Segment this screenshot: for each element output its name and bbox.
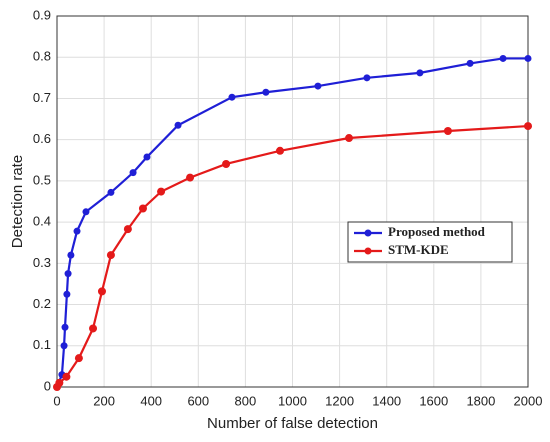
data-point xyxy=(97,287,106,296)
data-point xyxy=(524,122,532,131)
y-tick-label: 0.5 xyxy=(33,172,51,187)
x-axis-label: Number of false detection xyxy=(207,415,378,432)
data-point xyxy=(64,270,72,278)
y-axis-label: Detection rate xyxy=(9,155,26,248)
series-line xyxy=(56,124,529,388)
data-point xyxy=(60,342,68,350)
data-point xyxy=(129,169,137,177)
x-tick-label: 0 xyxy=(53,393,60,408)
data-point xyxy=(62,372,71,381)
data-point xyxy=(186,173,195,182)
y-tick-label: 0.2 xyxy=(33,296,51,311)
x-tick-label: 200 xyxy=(93,393,115,408)
data-point xyxy=(73,227,81,235)
data-point xyxy=(314,82,322,90)
x-tick-label: 600 xyxy=(187,393,209,408)
data-point xyxy=(466,59,474,67)
legend-label: Proposed method xyxy=(388,224,486,239)
data-point xyxy=(138,204,147,213)
data-point xyxy=(416,69,424,77)
data-point xyxy=(228,93,236,101)
plot-frame xyxy=(56,15,529,388)
y-tick-label: 0.6 xyxy=(33,131,51,146)
data-point xyxy=(89,324,98,333)
data-point xyxy=(524,54,532,62)
y-tick-label: 0.9 xyxy=(33,7,51,22)
x-tick-label: 1400 xyxy=(372,393,401,408)
data-point xyxy=(107,188,115,196)
data-point xyxy=(345,134,354,143)
y-tick-label: 0.3 xyxy=(33,255,51,270)
y-tick-label: 0 xyxy=(44,378,51,393)
data-point xyxy=(174,121,182,129)
legend-marker xyxy=(364,247,372,255)
legend-marker xyxy=(364,229,372,237)
y-tick-label: 0.1 xyxy=(33,337,51,352)
x-tick-label: 800 xyxy=(235,393,257,408)
x-tick-label: 400 xyxy=(140,393,162,408)
data-point xyxy=(123,225,132,234)
data-point xyxy=(499,54,507,62)
data-point xyxy=(106,251,115,260)
data-point xyxy=(276,146,285,155)
data-point xyxy=(61,323,69,331)
x-tick-label: 1000 xyxy=(278,393,307,408)
data-point xyxy=(262,88,270,96)
data-point xyxy=(443,127,452,136)
x-tick-label: 1600 xyxy=(419,393,448,408)
data-point xyxy=(67,251,75,259)
x-tick-label: 2000 xyxy=(514,393,543,408)
data-point xyxy=(63,290,71,298)
x-tick-label: 1200 xyxy=(325,393,354,408)
y-tick-label: 0.7 xyxy=(33,90,51,105)
data-point xyxy=(222,159,231,168)
data-point xyxy=(143,153,151,161)
data-point xyxy=(363,74,371,82)
data-point xyxy=(82,208,90,216)
y-tick-label: 0.4 xyxy=(33,214,51,229)
data-point xyxy=(55,378,64,387)
data-point xyxy=(74,354,83,363)
legend-box xyxy=(347,221,513,263)
legend-label: STM-KDE xyxy=(388,242,449,257)
data-point xyxy=(157,187,166,196)
y-tick-label: 0.8 xyxy=(33,49,51,64)
x-tick-label: 1800 xyxy=(466,393,495,408)
